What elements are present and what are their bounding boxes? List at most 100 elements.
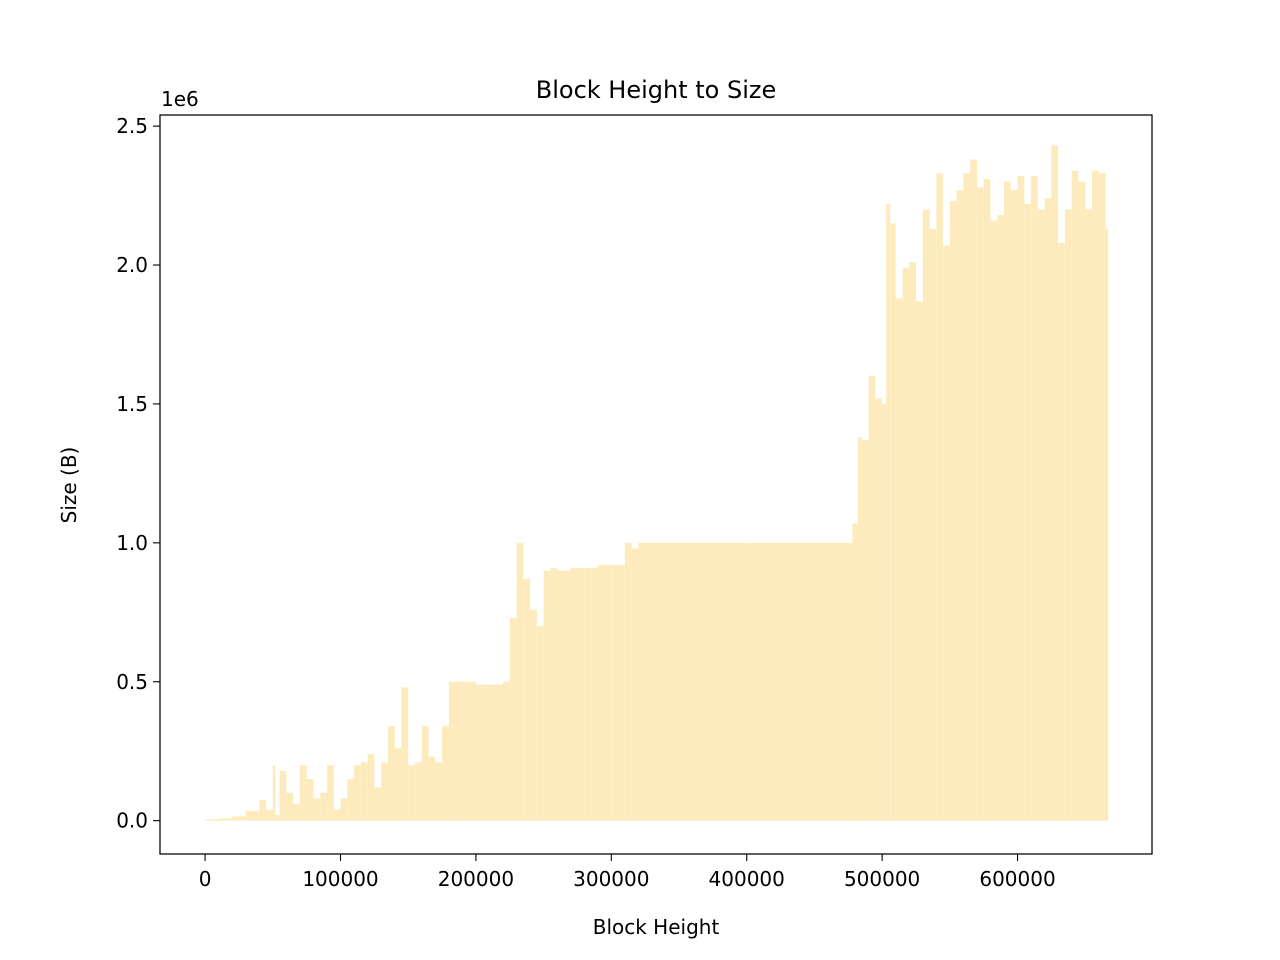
bar — [428, 756, 436, 821]
bar — [570, 567, 585, 821]
bar — [1105, 228, 1109, 821]
y-tick-label: 1.5 — [116, 392, 148, 416]
bar — [852, 523, 858, 821]
bar — [1064, 209, 1072, 821]
bar — [1078, 181, 1086, 821]
bar — [1024, 203, 1032, 821]
bar — [597, 565, 612, 821]
bar — [360, 762, 368, 821]
x-axis-ticks: 0 100000 200000 300000 400000 500000 600000 — [199, 854, 1056, 891]
bar — [272, 765, 276, 821]
bar — [956, 190, 964, 821]
bar — [320, 792, 327, 821]
bar — [394, 748, 402, 821]
bar — [275, 815, 280, 821]
bar — [1031, 176, 1038, 821]
bar — [435, 762, 443, 821]
bar — [293, 803, 300, 821]
bar — [857, 437, 862, 821]
bar — [895, 298, 903, 821]
bar — [414, 762, 422, 821]
y-tick-label: 0.0 — [116, 809, 148, 833]
y-offset-label: 1e6 — [161, 87, 199, 111]
bar — [543, 570, 551, 821]
bar — [584, 567, 598, 821]
bar — [651, 542, 680, 821]
x-tick-label: 300000 — [573, 867, 649, 891]
bar — [516, 542, 524, 821]
y-tick-label: 0.5 — [116, 670, 148, 694]
bar — [550, 567, 558, 821]
bar — [530, 609, 537, 821]
x-tick-label: 200000 — [438, 867, 514, 891]
bar — [679, 542, 747, 821]
bar — [462, 681, 476, 821]
bar — [401, 687, 409, 821]
y-tick-label: 2.5 — [116, 114, 148, 138]
x-tick-label: 100000 — [302, 867, 378, 891]
x-tick-label: 600000 — [979, 867, 1055, 891]
bar — [814, 542, 853, 821]
bar — [448, 681, 463, 821]
bar — [943, 245, 950, 821]
bar — [279, 770, 287, 821]
bar — [611, 565, 625, 821]
bar — [442, 726, 449, 821]
y-axis-label: Size (B) — [57, 447, 81, 524]
bar — [306, 778, 314, 821]
bar — [1044, 198, 1052, 821]
bar — [475, 684, 490, 821]
x-axis-label: Block Height — [593, 915, 720, 939]
bar — [421, 726, 429, 821]
bar — [326, 765, 334, 821]
bar — [489, 684, 503, 821]
bar — [536, 626, 544, 821]
bar — [509, 617, 517, 821]
bar — [963, 173, 971, 821]
bar — [340, 798, 348, 821]
bar — [286, 792, 294, 821]
bar — [502, 681, 510, 821]
bar — [861, 440, 869, 821]
bar — [1003, 181, 1011, 821]
bar — [915, 301, 923, 821]
bar — [909, 262, 916, 821]
bar — [624, 542, 632, 821]
bar — [387, 726, 395, 821]
x-tick-label: 400000 — [709, 867, 785, 891]
bar — [922, 209, 930, 821]
bar — [381, 762, 388, 821]
bar — [875, 398, 883, 821]
bar — [333, 809, 341, 821]
bar — [936, 173, 944, 821]
y-tick-label: 1.0 — [116, 531, 148, 555]
bar — [631, 548, 639, 821]
x-tick-label: 500000 — [844, 867, 920, 891]
bar — [990, 220, 998, 821]
bar — [245, 810, 260, 821]
bar — [983, 178, 991, 821]
bar — [1092, 170, 1099, 821]
bar — [997, 215, 1004, 821]
x-tick-label: 0 — [199, 867, 212, 891]
bar — [299, 765, 307, 821]
bar — [1085, 209, 1093, 821]
bar — [882, 403, 887, 821]
y-tick-label: 2.0 — [116, 253, 148, 277]
bar — [266, 809, 273, 821]
bar — [886, 203, 891, 821]
bar — [902, 267, 910, 821]
bar — [746, 542, 815, 821]
bar — [1071, 170, 1079, 821]
bar — [976, 187, 984, 821]
bar — [929, 228, 937, 821]
bar — [523, 578, 531, 821]
bar — [354, 765, 361, 821]
bar — [1010, 190, 1018, 821]
bar — [1058, 242, 1065, 821]
bar-series — [205, 145, 1109, 821]
bar — [347, 778, 355, 821]
bar — [205, 819, 219, 821]
bar — [367, 753, 375, 821]
chart-title: Block Height to Size — [536, 76, 777, 104]
